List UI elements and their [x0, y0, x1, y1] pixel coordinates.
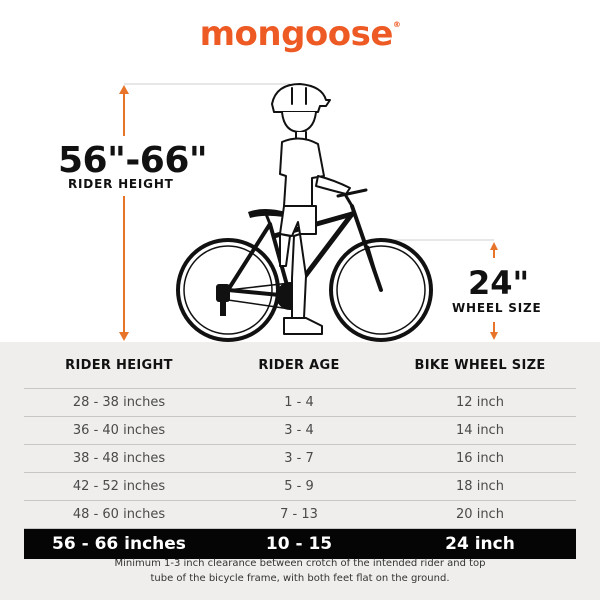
cell-rider-height: 42 - 52 inches	[24, 472, 214, 501]
front-fork-cable	[367, 245, 382, 291]
front-wheel	[329, 238, 433, 342]
child-on-bicycle-illustration	[119, 83, 498, 342]
cell-rider-age: 3 - 4	[214, 416, 384, 445]
header-rider-height: RIDER HEIGHT	[24, 342, 214, 389]
size-chart-panel: RIDER HEIGHT RIDER AGE BIKE WHEEL SIZE 2…	[0, 342, 600, 600]
table-row: 42 - 52 inches 5 - 9 18 inch	[24, 472, 576, 501]
bicycle	[176, 188, 433, 342]
wheel-size-value: 24"	[468, 264, 530, 302]
saddle	[248, 209, 286, 218]
child-rider	[271, 83, 351, 335]
table-row: 48 - 60 inches 7 - 13 20 inch	[24, 500, 576, 529]
cell-rider-height: 48 - 60 inches	[24, 500, 214, 529]
cell-wheel-size: 16 inch	[384, 444, 576, 473]
cell-rider-height: 38 - 48 inches	[24, 444, 214, 473]
table-row: 38 - 48 inches 3 - 7 16 inch	[24, 444, 576, 473]
clearance-footnote: Minimum 1-3 inch clearance between crotc…	[90, 556, 510, 586]
trademark-mark: ®	[392, 20, 401, 29]
rider-height-value: 56"-66"	[58, 140, 208, 181]
table-header-row: RIDER HEIGHT RIDER AGE BIKE WHEEL SIZE	[24, 342, 576, 389]
cell-wheel-size: 20 inch	[384, 500, 576, 529]
cell-rider-height: 36 - 40 inches	[24, 416, 214, 445]
cell-rider-age: 3 - 7	[214, 444, 384, 473]
header-rider-age: RIDER AGE	[214, 342, 384, 389]
cell-wheel-size: 18 inch	[384, 472, 576, 501]
cell-rider-age: 10 - 15	[214, 528, 384, 559]
wheel-arrow	[490, 242, 498, 340]
cell-rider-height: 56 - 66 inches	[24, 528, 214, 559]
cell-rider-age: 1 - 4	[214, 388, 384, 417]
brand-logo: mongoose®	[0, 14, 600, 54]
highlighted-table-row: 56 - 66 inches 10 - 15 24 inch	[24, 528, 576, 559]
size-chart-table: RIDER HEIGHT RIDER AGE BIKE WHEEL SIZE 2…	[24, 342, 576, 559]
cell-wheel-size: 14 inch	[384, 416, 576, 445]
header-wheel-size: BIKE WHEEL SIZE	[384, 342, 576, 389]
brand-name: mongoose	[199, 14, 394, 54]
cell-rider-age: 5 - 9	[214, 472, 384, 501]
footnote-line-2: tube of the bicycle frame, with both fee…	[150, 573, 450, 584]
cell-rider-age: 7 - 13	[214, 500, 384, 529]
wheel-size-label: WHEEL SIZE	[452, 301, 542, 315]
cell-wheel-size: 24 inch	[384, 528, 576, 559]
cell-wheel-size: 12 inch	[384, 388, 576, 417]
rider-height-label: RIDER HEIGHT	[68, 177, 174, 191]
height-arrow	[119, 85, 129, 341]
table-row: 36 - 40 inches 3 - 4 14 inch	[24, 416, 576, 445]
cell-rider-height: 28 - 38 inches	[24, 388, 214, 417]
footnote-line-1: Minimum 1-3 inch clearance between crotc…	[114, 558, 486, 569]
table-row: 28 - 38 inches 1 - 4 12 inch	[24, 388, 576, 417]
